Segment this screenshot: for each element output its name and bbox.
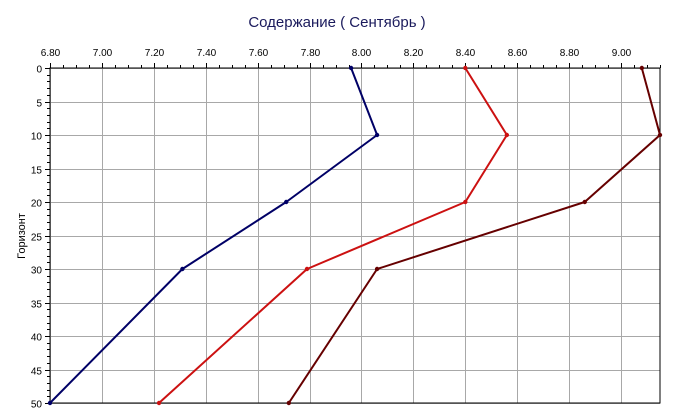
data-point [156,400,162,406]
x-tick-label: 7.60 [249,48,269,59]
y-axis-label: Горизонт [16,213,28,259]
data-point [463,65,468,71]
data-point [582,199,587,205]
x-tick-label: 8.60 [508,48,528,59]
x-tick-label: 7.80 [301,48,321,59]
y-tick-label: 35 [31,300,43,311]
data-point [304,266,310,272]
data-point [286,400,292,406]
data-point [463,199,468,205]
x-tick-label: 7.20 [145,48,165,59]
y-tick-label: 40 [31,333,43,344]
data-point [374,132,380,138]
data-point [348,65,354,71]
x-tick-label: 8.20 [404,48,424,59]
data-point [504,132,510,138]
data-point [284,199,289,205]
series-line-2 [158,67,508,404]
x-tick-label: 8.00 [352,48,372,59]
x-tick-label: 8.80 [560,48,580,59]
y-tick-label: 25 [31,233,43,244]
data-point [180,266,185,272]
data-point [47,400,53,406]
x-tick-label: 7.40 [197,48,217,59]
plot-frame [49,67,661,404]
grid [50,68,660,404]
y-tick-label: 50 [31,400,43,411]
y-tick-label: 20 [31,199,43,210]
series-line-3 [287,67,661,404]
series-layer [47,65,663,406]
y-axis: 0 5 10 15 20 25 30 35 40 45 50 [31,65,50,411]
x-axis: 6.80 7.00 7.20 7.40 7.60 7.80 8.00 8.20 8.40 8.60… [41,48,661,68]
data-point [657,132,663,138]
y-tick-label: 45 [31,367,43,378]
data-point [374,266,380,272]
chart-title: Содержание ( Сентябрь ) [248,14,425,31]
x-tick-label: 7.00 [93,48,113,59]
y-tick-label: 15 [31,166,43,177]
data-point [639,65,645,71]
y-tick-label: 5 [36,99,42,110]
x-tick-label: 6.80 [41,48,61,59]
y-tick-label: 30 [31,266,43,277]
x-tick-label: 9.00 [612,48,632,59]
y-tick-label: 0 [36,65,42,76]
x-tick-label: 8.40 [456,48,476,59]
y-tick-label: 10 [31,132,43,143]
